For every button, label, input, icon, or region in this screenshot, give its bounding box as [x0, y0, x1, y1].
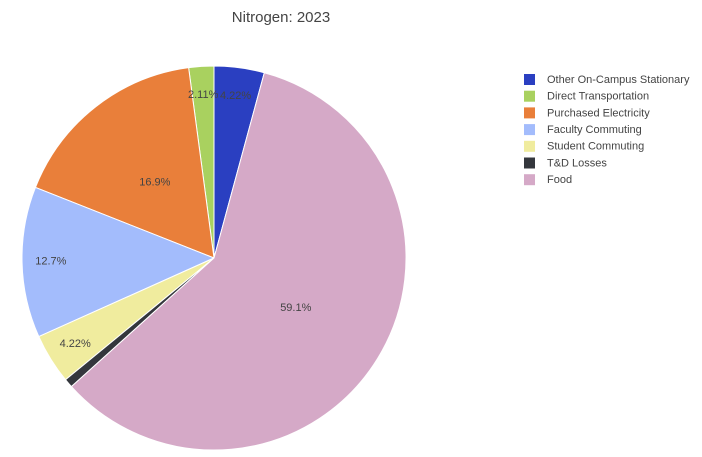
pie-slice — [70, 72, 407, 451]
pie-slice — [34, 67, 215, 259]
legend-swatch — [524, 74, 535, 85]
legend-swatch — [524, 90, 535, 102]
legend-label: Other On-Campus Stationary — [547, 74, 690, 86]
pie-slice — [21, 186, 216, 338]
chart-title: Nitrogen: 2023 — [232, 9, 330, 26]
legend-swatch — [524, 157, 535, 169]
legend-label: Faculty Commuting — [547, 124, 642, 136]
slice-label: 4.22% — [220, 90, 251, 102]
legend-swatch — [524, 107, 535, 119]
legend-label: Purchased Electricity — [547, 107, 650, 119]
legend-label: Student Commuting — [547, 141, 644, 153]
legend-label: Direct Transportation — [547, 91, 649, 103]
slice-label: 16.9% — [139, 176, 170, 188]
slice-label: 12.7% — [35, 256, 66, 268]
slice-label: 2.11% — [188, 89, 219, 101]
legend-swatch — [524, 124, 535, 136]
legend-swatch — [524, 140, 535, 152]
legend-label: Food — [547, 174, 572, 186]
legend-label: T&D Losses — [547, 157, 607, 169]
legend-swatch — [524, 174, 535, 186]
slice-label: 59.1% — [280, 302, 311, 314]
slice-label: 4.22% — [60, 338, 91, 350]
